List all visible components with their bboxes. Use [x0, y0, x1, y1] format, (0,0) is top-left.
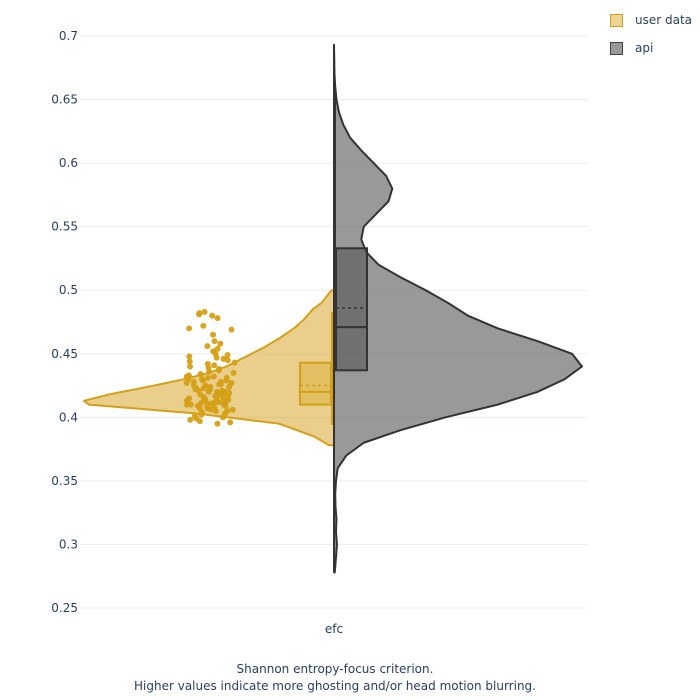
api-violin [333, 43, 583, 574]
y-tick-label: 0.3 [59, 537, 78, 551]
user-data-point [190, 378, 197, 385]
user-data-point [185, 372, 192, 379]
user-data-point [229, 406, 236, 413]
user-data-trace[interactable] [83, 289, 335, 447]
y-tick-label: 0.35 [51, 474, 78, 488]
user-data-point [205, 374, 212, 381]
user-data-point [199, 376, 206, 383]
user-data-point [227, 419, 234, 426]
user-data-point [204, 343, 211, 350]
user-data-point [214, 345, 221, 352]
user-data-point [223, 374, 230, 381]
user-data-point [204, 360, 211, 367]
y-tick-label: 0.4 [59, 410, 78, 424]
y-tick-label: 0.7 [59, 29, 78, 43]
user-data-point [217, 340, 224, 347]
user-data-point [207, 383, 214, 390]
y-tick-label: 0.25 [51, 601, 78, 615]
user-data-point [231, 359, 238, 366]
user-data-point [213, 388, 220, 395]
user-data-point [201, 308, 208, 315]
user-data-point [211, 338, 218, 345]
api-trace[interactable] [333, 43, 583, 574]
user-data-point [216, 366, 223, 373]
user-data-point [224, 352, 231, 359]
user-data-point [196, 310, 203, 317]
user-data-box [299, 361, 332, 406]
legend-label-user-data: user data [635, 13, 693, 27]
x-axis-caption: Shannon entropy-focus criterion. Higher … [0, 661, 670, 695]
legend-item-api[interactable]: api [610, 34, 692, 62]
legend-label-api: api [635, 41, 654, 55]
caption-line-2: Higher values indicate more ghosting and… [134, 679, 536, 693]
user-data-point [214, 420, 221, 427]
user-data-point [210, 348, 217, 355]
user-data-point [186, 353, 193, 360]
x-tick-label: efc [325, 622, 343, 636]
user-data-point [211, 362, 218, 369]
user-data-point [186, 395, 193, 402]
user-data-point [224, 407, 231, 414]
y-tick-label: 0.6 [59, 156, 78, 170]
user-data-point [230, 369, 237, 376]
user-data-point [187, 363, 194, 370]
y-tick-label: 0.45 [51, 347, 78, 361]
user-data-point [228, 326, 235, 333]
api-box [335, 247, 368, 372]
user-data-point [187, 416, 194, 423]
user-data-point [217, 378, 224, 385]
user-data-point [186, 325, 193, 332]
caption-line-1: Shannon entropy-focus criterion. [236, 662, 434, 676]
y-axis: 0.25 0.3 0.35 0.4 0.45 0.5 0.55 0.6 0.65 0.7 [51, 29, 78, 615]
user-data-point [219, 387, 226, 394]
user-data-point [191, 413, 198, 420]
legend-swatch-user-data [610, 13, 623, 27]
y-tick-label: 0.65 [51, 93, 78, 107]
legend: user data api [610, 6, 692, 62]
user-data-point [209, 312, 216, 319]
user-data-point [220, 355, 227, 362]
user-data-point [197, 371, 204, 378]
user-data-point [202, 382, 209, 389]
legend-swatch-api [610, 41, 623, 55]
user-data-point [214, 315, 221, 322]
y-tick-label: 0.55 [51, 220, 78, 234]
user-data-point [200, 322, 207, 329]
legend-item-user-data[interactable]: user data [610, 6, 692, 34]
user-data-point [228, 380, 235, 387]
y-tick-label: 0.5 [59, 283, 78, 297]
user-data-point [210, 331, 217, 338]
user-data-point [210, 373, 217, 380]
user-data-point [186, 358, 193, 365]
